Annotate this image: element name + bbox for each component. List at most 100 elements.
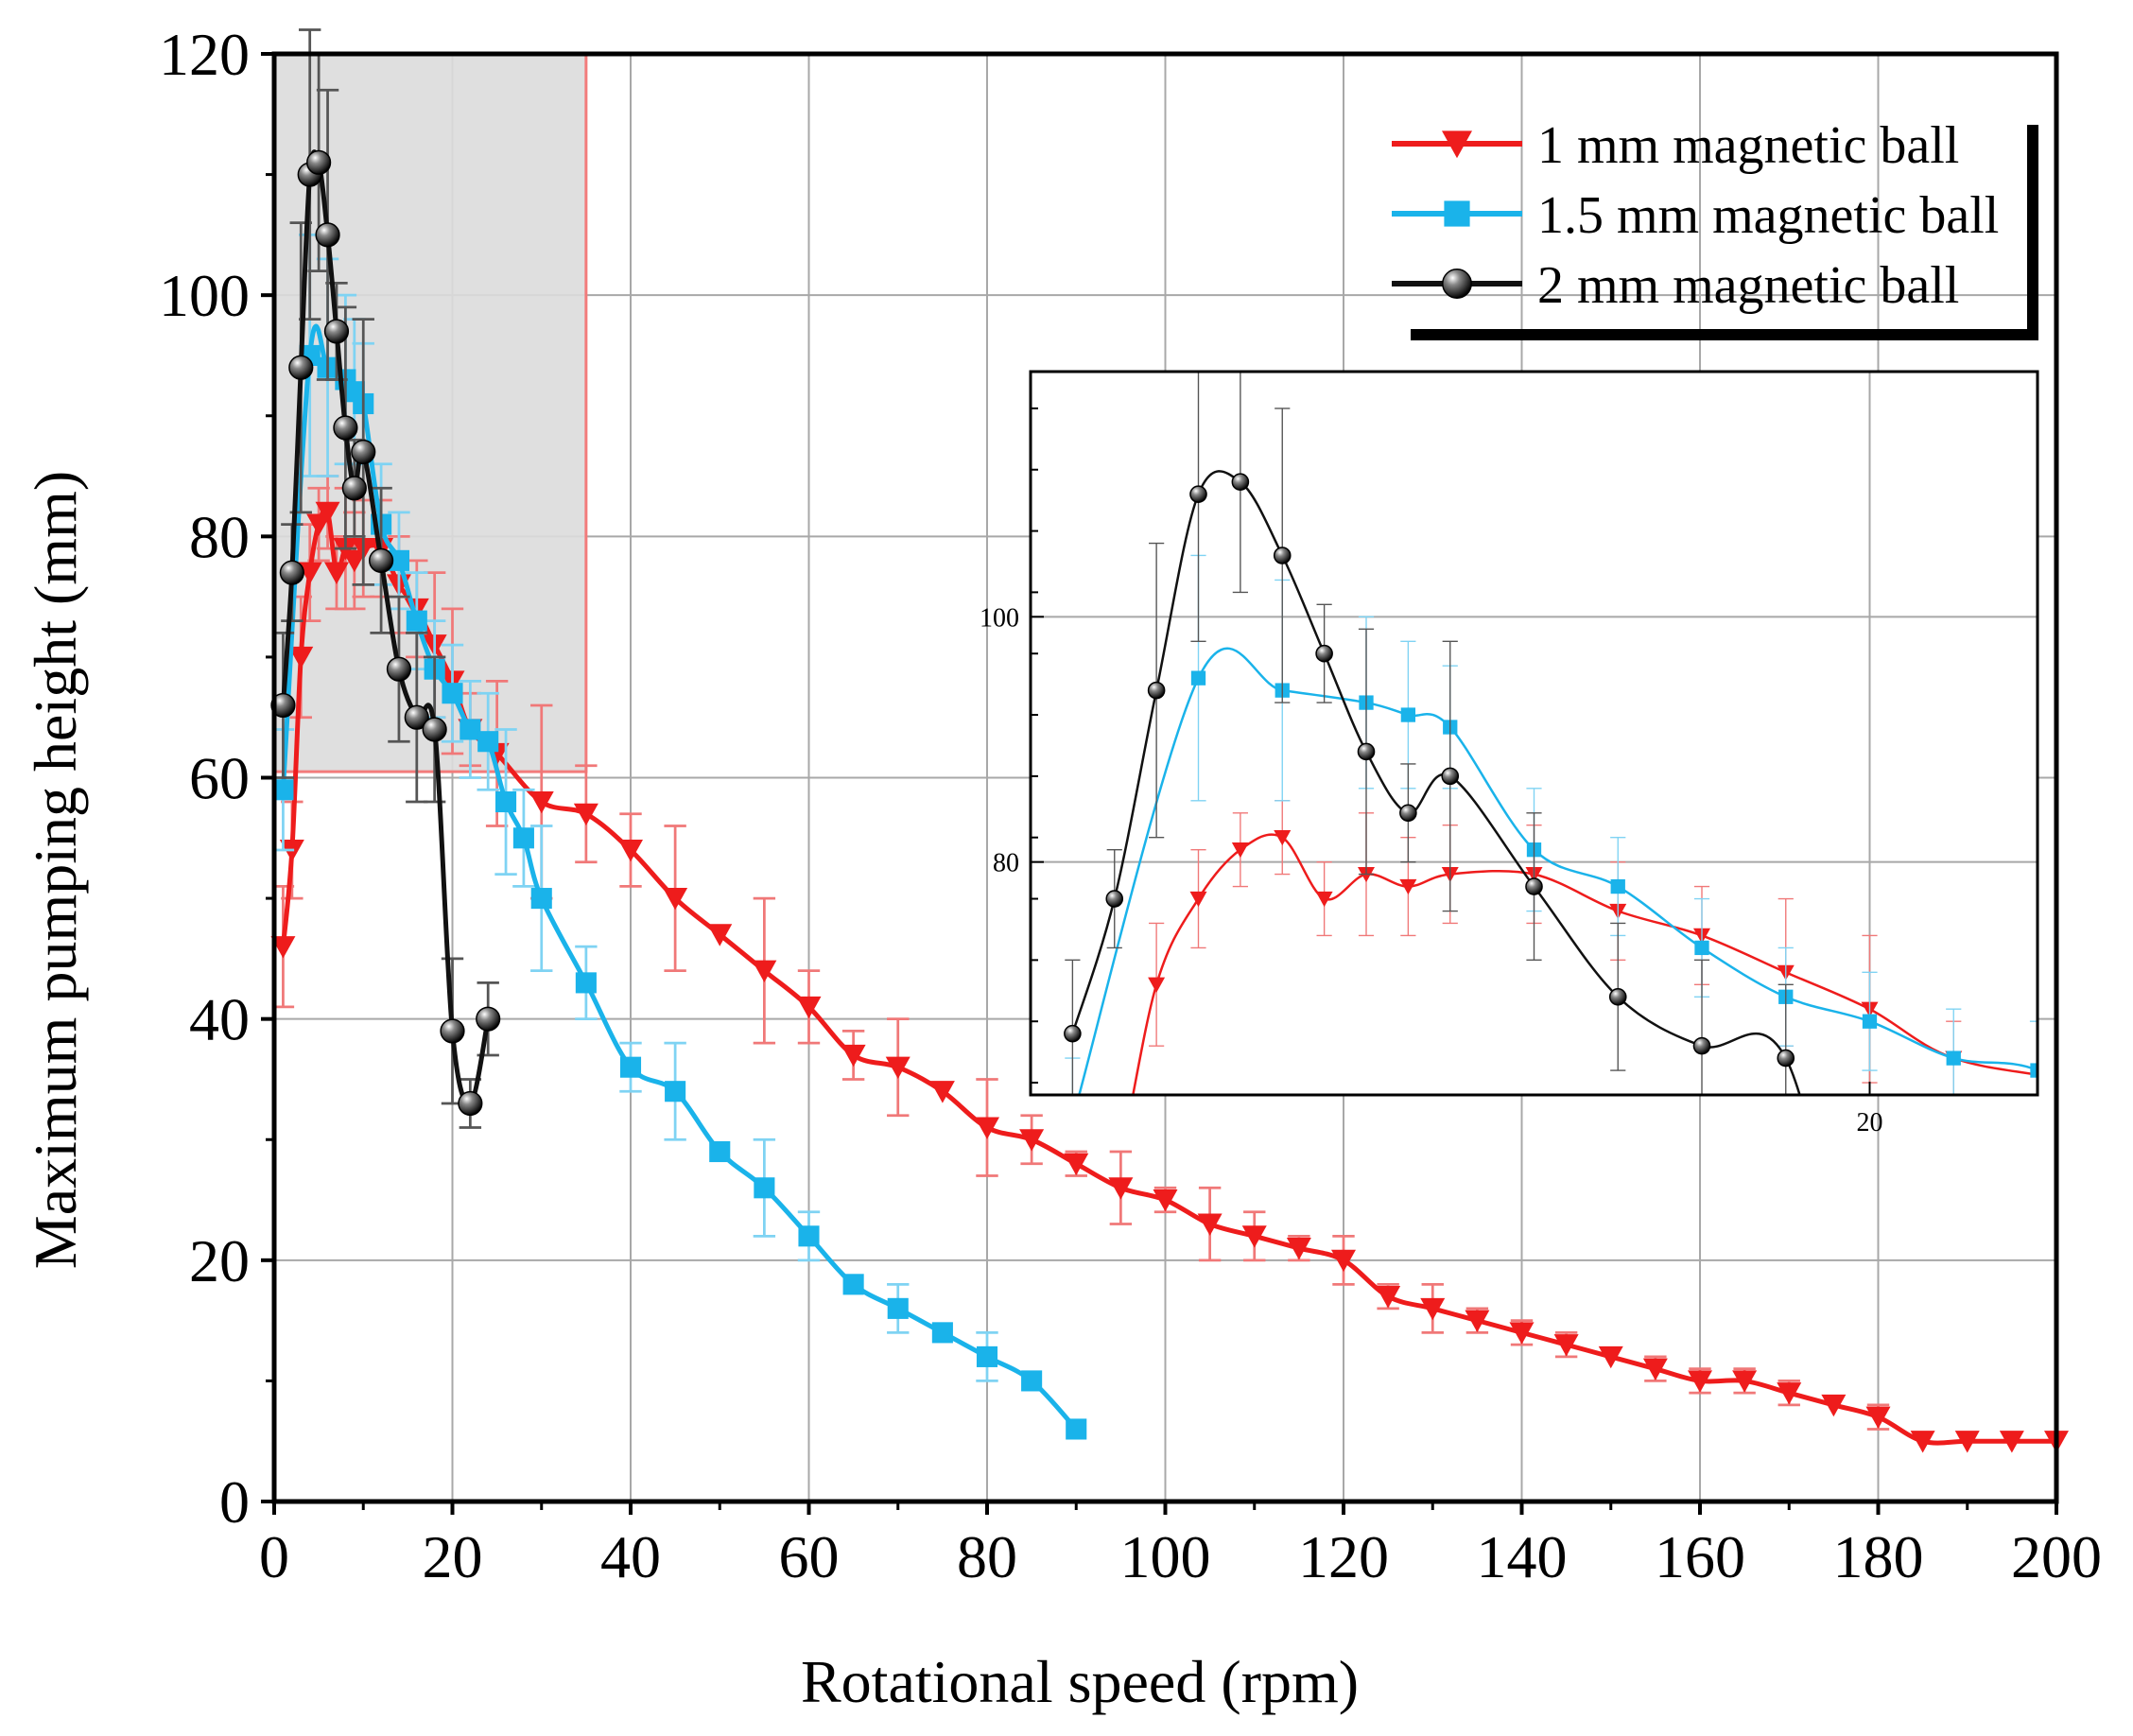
main-point <box>1821 1394 1847 1417</box>
legend-item-3: 2 mm magnetic ball <box>1392 256 1959 315</box>
main-point <box>798 1225 820 1247</box>
inset-line <box>1071 470 1801 1095</box>
main-point <box>796 996 822 1019</box>
inset-point <box>1064 1024 1082 1043</box>
main-point <box>442 683 463 704</box>
main-point <box>288 355 314 380</box>
main-point <box>460 719 481 740</box>
inset-y-tick-label: 80 <box>993 849 1019 878</box>
inset-point <box>1190 670 1206 686</box>
inset-point <box>1105 890 1124 908</box>
inset-point <box>1148 977 1166 993</box>
main-point <box>1777 1382 1802 1405</box>
main-point <box>1688 1370 1712 1393</box>
y-tick-label: 100 <box>159 262 250 329</box>
inset-point <box>1231 842 1249 859</box>
y-tick-label: 20 <box>189 1227 250 1294</box>
main-point <box>458 1090 483 1117</box>
inset-point <box>1189 485 1207 503</box>
main-point <box>1999 1431 2024 1453</box>
inset-point <box>1946 1050 1961 1066</box>
inset-point <box>1315 891 1333 908</box>
main-point <box>476 1006 501 1032</box>
x-tick-label: 140 <box>1477 1523 1568 1590</box>
main-point <box>1598 1345 1623 1369</box>
main-point <box>422 717 447 742</box>
main-point <box>272 779 294 801</box>
inset-point <box>1399 878 1417 895</box>
inset-point <box>1315 644 1333 663</box>
main-point <box>931 1322 953 1344</box>
x-tick-label: 180 <box>1833 1523 1924 1590</box>
legend-shadow <box>1411 125 2038 340</box>
x-tick-label: 0 <box>259 1523 289 1590</box>
main-point <box>975 1117 999 1139</box>
main-point <box>618 840 643 862</box>
inset-point <box>1064 1272 1081 1287</box>
inset-point <box>1862 1357 1878 1373</box>
y-tick-label: 40 <box>189 986 250 1053</box>
inset-point <box>1231 473 1250 491</box>
inset-point <box>1273 547 1292 564</box>
main-point <box>388 549 409 571</box>
x-tick-label: 120 <box>1298 1523 1389 1590</box>
inset-point <box>1441 767 1460 786</box>
inset-point <box>1692 1036 1711 1055</box>
x-tick-label: 60 <box>779 1523 840 1590</box>
main-point <box>512 827 534 849</box>
main-point <box>665 1081 686 1102</box>
main-point <box>270 936 296 959</box>
main-point <box>707 924 733 946</box>
inset-point <box>2030 1063 2038 1078</box>
x-tick-label: 80 <box>957 1523 1017 1590</box>
inset-point <box>2029 1345 2045 1361</box>
y-axis-label: Maximum pumping height (mm) <box>22 471 89 1269</box>
inset-point <box>1357 742 1376 761</box>
main-point <box>1732 1370 1758 1393</box>
inset-point <box>1694 940 1709 956</box>
inset-point <box>1400 707 1416 722</box>
main-point <box>1197 1213 1223 1236</box>
main-point <box>929 1081 955 1103</box>
legend-label: 2 mm magnetic ball <box>1537 256 1959 315</box>
main-point <box>1420 1297 1446 1321</box>
main-point <box>885 1056 910 1080</box>
main-point <box>619 1056 642 1078</box>
inset-point <box>1610 878 1625 894</box>
inset-point <box>1274 830 1292 846</box>
main-point <box>1153 1189 1178 1212</box>
main-point <box>887 1297 909 1319</box>
main-point <box>1331 1249 1356 1273</box>
x-tick-label: 100 <box>1120 1523 1211 1590</box>
main-point <box>1509 1322 1535 1345</box>
inset-point <box>1862 1014 1878 1029</box>
legend: 1 mm magnetic ball 1.5 mm magnetic ball 2 … <box>1392 116 2038 340</box>
main-point <box>323 319 350 344</box>
y-tick-label: 80 <box>189 503 250 570</box>
main-point <box>1376 1286 1401 1309</box>
main-point <box>1066 1418 1087 1440</box>
main-point <box>976 1345 998 1367</box>
main-series-3 <box>270 28 501 1129</box>
inset-background <box>1031 372 2038 1095</box>
main-point <box>306 149 332 175</box>
main-point <box>754 1177 775 1199</box>
main-series-1 <box>270 475 2069 1453</box>
main-point <box>279 560 304 585</box>
main-point <box>573 803 598 826</box>
main-point <box>1465 1310 1490 1332</box>
main-point <box>440 1018 465 1044</box>
main-point <box>315 222 340 248</box>
main-point <box>1286 1238 1311 1260</box>
legend-label: 1 mm magnetic ball <box>1537 116 1959 175</box>
main-series-2 <box>271 234 1087 1440</box>
inset-point <box>2114 1124 2128 1138</box>
x-axis-label: Rotational speed (rpm) <box>801 1648 1359 1715</box>
main-point <box>1241 1225 1267 1248</box>
legend-item-2: 1.5 mm magnetic ball <box>1392 186 1999 245</box>
legend-label: 1.5 mm magnetic ball <box>1537 186 1999 245</box>
main-point <box>1865 1406 1891 1430</box>
inset-point <box>2071 1075 2088 1090</box>
main-point <box>663 888 688 911</box>
